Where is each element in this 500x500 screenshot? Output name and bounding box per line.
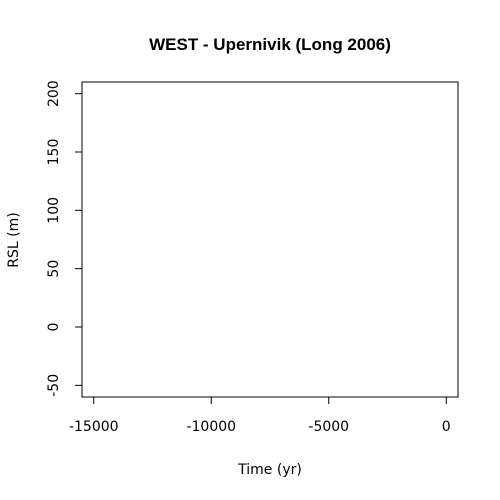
plot-frame: [81, 81, 459, 398]
x-axis-label: Time (yr): [237, 462, 302, 478]
y-tick-label: 150: [46, 139, 62, 166]
x-tick-label: -10000: [186, 419, 236, 435]
x-tick-label: -15000: [69, 419, 119, 435]
y-axis-label: RSL (m): [6, 212, 22, 267]
x-tick-label: 0: [442, 419, 451, 435]
y-tick-label: 0: [46, 323, 62, 332]
x-tick-label: -5000: [308, 419, 349, 435]
chart-title: WEST - Upernivik (Long 2006): [149, 35, 391, 54]
y-tick-label: 50: [46, 260, 62, 278]
x-axis: -15000 -10000 -5000 0: [69, 396, 451, 435]
y-tick-label: 100: [46, 197, 62, 224]
y-tick-label: 200: [46, 80, 62, 107]
y-axis: -50 0 50 100 150 200: [46, 80, 83, 397]
y-tick-label: -50: [46, 374, 62, 397]
